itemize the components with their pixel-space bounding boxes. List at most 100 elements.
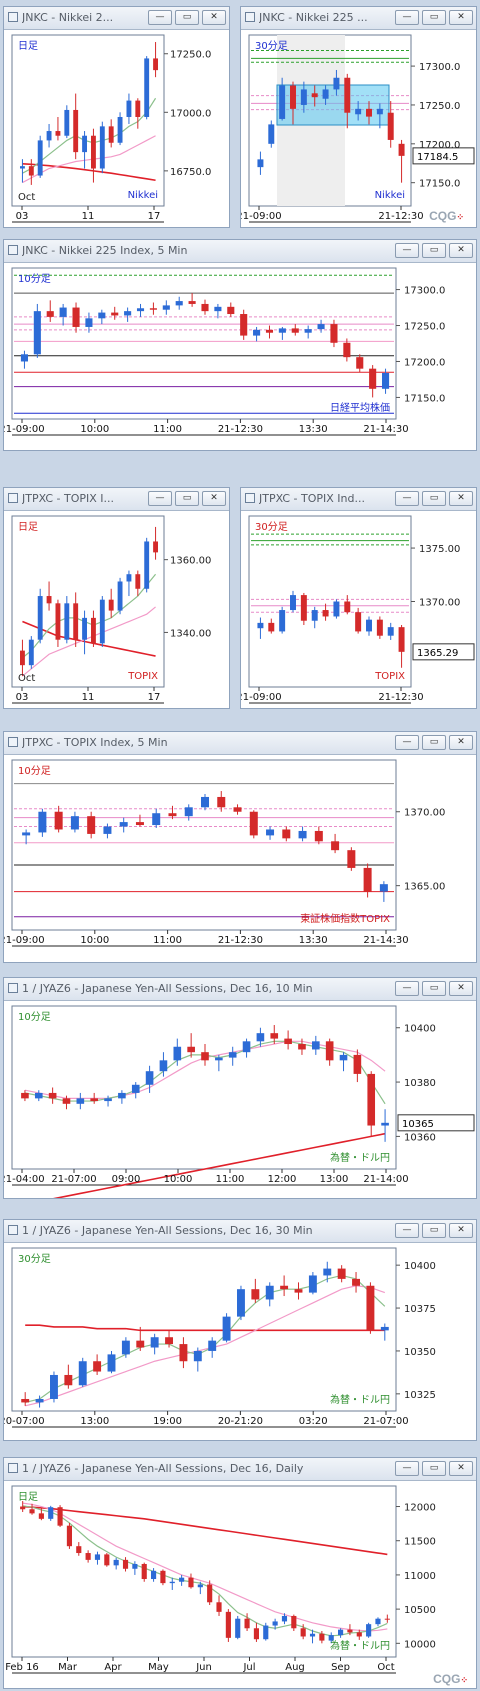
instrument-label: 為替・ドル円	[330, 1151, 390, 1164]
moving-average-line	[22, 1505, 388, 1556]
candle-body	[251, 1289, 260, 1300]
candle-body	[270, 1033, 279, 1039]
restore-button[interactable]: ▭	[422, 735, 446, 750]
minimize-button[interactable]: —	[395, 1223, 419, 1238]
close-button[interactable]: ✕	[449, 243, 473, 258]
chart-window-yen-10min[interactable]: 1 / JYAZ6 - Japanese Yen-All Sessions, D…	[3, 977, 477, 1199]
close-button[interactable]: ✕	[202, 491, 226, 506]
y-tick-label: 17200.0	[404, 357, 445, 368]
window-titlebar[interactable]: JNKC - Nikkei 225 Index, 5 Min — ▭ ✕	[4, 240, 476, 263]
y-tick-label: 1360.00	[170, 556, 211, 567]
close-button[interactable]: ✕	[202, 10, 226, 25]
candle-body	[265, 329, 274, 333]
price-chart[interactable]: 1375.00 1370.00 1365.29 30分足 TOPIX 21-09:00 21…	[241, 488, 476, 708]
candle-body	[188, 301, 196, 304]
candle-body	[73, 109, 79, 153]
minimize-button[interactable]: —	[395, 243, 419, 258]
price-chart[interactable]: 17250.0 17000.0 16750.0 日足 Nikkei Oct 03 11 17	[4, 7, 229, 227]
candle-body	[108, 126, 114, 143]
candle-body	[201, 1052, 209, 1061]
close-button[interactable]: ✕	[449, 1223, 473, 1238]
candle-body	[184, 807, 193, 817]
restore-button[interactable]: ▭	[175, 491, 199, 506]
restore-button[interactable]: ▭	[422, 981, 446, 996]
minimize-button[interactable]: —	[395, 1461, 419, 1476]
window-app-icon	[8, 493, 18, 503]
chart-window-topix-30min[interactable]: JTPXC - TOPIX Ind... — ▭ ✕ 1375.00 1370.00 1…	[240, 487, 477, 709]
candle-body	[319, 1633, 325, 1641]
window-titlebar[interactable]: JTPXC - TOPIX I... — ▭ ✕	[4, 488, 229, 511]
minimize-button[interactable]: —	[395, 981, 419, 996]
x-tick-label: 21-14:30	[363, 424, 408, 435]
candle-body	[64, 109, 70, 136]
price-chart[interactable]: 1360.00 1340.00 日足 TOPIX Oct 03 11 17	[4, 488, 229, 708]
minimize-button[interactable]: —	[395, 735, 419, 750]
restore-button[interactable]: ▭	[175, 10, 199, 25]
candle-body	[253, 1628, 259, 1640]
minimize-button[interactable]: —	[148, 10, 172, 25]
window-titlebar[interactable]: 1 / JYAZ6 - Japanese Yen-All Sessions, D…	[4, 1220, 476, 1243]
x-tick-label: 17	[148, 211, 161, 222]
window-title: 1 / JYAZ6 - Japanese Yen-All Sessions, D…	[22, 1224, 313, 1237]
window-titlebar[interactable]: JNKC - Nikkei 2... — ▭ ✕	[4, 7, 229, 30]
candle-body	[103, 826, 112, 834]
last-price-box	[412, 643, 475, 661]
chart-window-topix-5min[interactable]: JTPXC - TOPIX Index, 5 Min — ▭ ✕ 1370.00 13…	[3, 731, 477, 963]
chart-window-nikkei-5min[interactable]: JNKC - Nikkei 225 Index, 5 Min — ▭ ✕ 17300…	[3, 239, 477, 451]
period-label: 10分足	[18, 1011, 51, 1023]
last-price-box	[412, 147, 475, 165]
window-title: 1 / JYAZ6 - Japanese Yen-All Sessions, D…	[22, 1462, 304, 1475]
window-titlebar[interactable]: JTPXC - TOPIX Ind... — ▭ ✕	[241, 488, 476, 511]
plot-area	[11, 34, 165, 207]
minimize-button[interactable]: —	[395, 10, 419, 25]
y-tick-label: 1365.00	[404, 882, 445, 893]
candle-body	[242, 1041, 251, 1053]
candle-body	[104, 1098, 112, 1102]
price-chart[interactable]: 17300.0 17250.0 17200.0 17150.0 17184.5 30分足 N…	[241, 7, 476, 227]
close-button[interactable]: ✕	[449, 735, 473, 750]
chart-window-topix-daily[interactable]: JTPXC - TOPIX I... — ▭ ✕ 1360.00 1340.00 日足 T…	[3, 487, 230, 709]
chart-window-nikkei-daily[interactable]: JNKC - Nikkei 2... — ▭ ✕ 17250.0 17000.0 167…	[3, 6, 230, 228]
x-tick-label: 13:00	[320, 1174, 349, 1185]
candle-body	[98, 312, 106, 319]
candle-body	[66, 1525, 72, 1547]
restore-button[interactable]: ▭	[422, 491, 446, 506]
candle-body	[85, 1553, 91, 1560]
candle-body	[48, 1507, 54, 1519]
window-titlebar[interactable]: JNKC - Nikkei 225 ... — ▭ ✕	[241, 7, 476, 30]
restore-button[interactable]: ▭	[422, 1461, 446, 1476]
candle-body	[90, 1098, 98, 1102]
candle-body	[281, 1615, 288, 1622]
window-titlebar[interactable]: JTPXC - TOPIX Index, 5 Min — ▭ ✕	[4, 732, 476, 755]
chart-window-yen-daily[interactable]: 1 / JYAZ6 - Japanese Yen-All Sessions, D…	[3, 1457, 477, 1689]
period-label: 30分足	[255, 40, 288, 52]
chart-window-yen-30min[interactable]: 1 / JYAZ6 - Japanese Yen-All Sessions, D…	[3, 1219, 477, 1441]
candle-body	[33, 311, 41, 355]
candle-body	[197, 1584, 203, 1588]
restore-button[interactable]: ▭	[422, 10, 446, 25]
candle-body	[311, 610, 318, 621]
close-button[interactable]: ✕	[449, 491, 473, 506]
x-tick-label: 21-12:30	[378, 692, 423, 703]
candle-body	[20, 354, 28, 362]
candle-body	[387, 627, 394, 636]
candle-body	[179, 1344, 188, 1362]
close-button[interactable]: ✕	[449, 1461, 473, 1476]
window-titlebar[interactable]: 1 / JYAZ6 - Japanese Yen-All Sessions, D…	[4, 978, 476, 1001]
minimize-button[interactable]: —	[395, 491, 419, 506]
chart-window-nikkei-30min[interactable]: JNKC - Nikkei 225 ... — ▭ ✕ 17300.0 17250.0…	[240, 6, 477, 228]
restore-button[interactable]: ▭	[422, 1223, 446, 1238]
close-button[interactable]: ✕	[449, 10, 473, 25]
candle-body	[19, 166, 25, 169]
close-button[interactable]: ✕	[449, 981, 473, 996]
candle-body	[256, 1033, 265, 1042]
minimize-button[interactable]: —	[148, 491, 172, 506]
moving-average-line	[52, 1132, 386, 1198]
restore-button[interactable]: ▭	[422, 243, 446, 258]
window-titlebar[interactable]: 1 / JYAZ6 - Japanese Yen-All Sessions, D…	[4, 1458, 476, 1481]
